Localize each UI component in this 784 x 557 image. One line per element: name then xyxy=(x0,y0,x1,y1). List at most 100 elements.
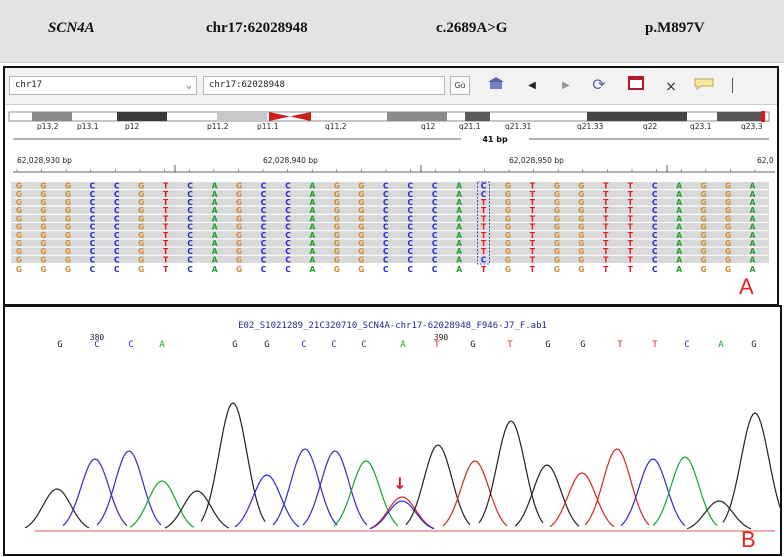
read-base: G xyxy=(701,231,707,240)
read-base: C xyxy=(114,206,120,215)
read-base: C xyxy=(90,206,96,215)
read-base: G xyxy=(358,231,364,240)
read-base: A xyxy=(456,182,462,191)
read-base: C xyxy=(261,198,267,207)
resize-icon[interactable]: ⨯ xyxy=(665,78,677,94)
trace-peak xyxy=(62,458,128,527)
read-base: T xyxy=(603,231,609,240)
read-bar[interactable] xyxy=(11,190,769,198)
home-icon[interactable] xyxy=(485,76,507,96)
trace-peak xyxy=(302,450,368,526)
read-base: G xyxy=(236,239,242,248)
base-call: T xyxy=(617,340,623,350)
region-icon[interactable] xyxy=(625,76,647,96)
read-base: A xyxy=(676,198,682,207)
trace-peak xyxy=(272,448,338,526)
read-base: G xyxy=(725,198,731,207)
read-base: C xyxy=(261,214,267,223)
read-bar[interactable] xyxy=(11,231,769,239)
read-base: C xyxy=(652,182,658,191)
read-base: C xyxy=(90,231,96,240)
back-arrow-icon[interactable]: ◀ xyxy=(528,80,536,91)
reference-base: C xyxy=(90,265,96,274)
chromosome-dropdown[interactable]: chr17 ⌄ xyxy=(9,76,197,95)
read-base: A xyxy=(309,182,315,191)
read-base: A xyxy=(676,190,682,199)
variant-highlight xyxy=(477,181,490,265)
read-base: C xyxy=(383,223,389,232)
go-button[interactable]: Go xyxy=(450,76,470,95)
read-base: C xyxy=(90,223,96,232)
base-call: T xyxy=(652,340,658,350)
read-base: G xyxy=(358,255,364,264)
base-call: A xyxy=(718,340,724,350)
read-bar[interactable] xyxy=(11,247,769,255)
read-base: T xyxy=(628,255,634,264)
read-base: C xyxy=(285,239,291,248)
ideogram-band-label: p12 xyxy=(125,122,140,130)
locus-input[interactable]: chr17:62028948 xyxy=(203,76,445,95)
read-bar[interactable] xyxy=(11,182,769,190)
read-base: G xyxy=(138,190,144,199)
read-base: T xyxy=(530,247,536,256)
reference-base: G xyxy=(578,265,584,274)
read-base: T xyxy=(163,206,169,215)
read-base: G xyxy=(358,198,364,207)
read-base: C xyxy=(90,247,96,256)
read-bar[interactable] xyxy=(11,223,769,231)
read-base: G xyxy=(358,239,364,248)
read-base: T xyxy=(530,214,536,223)
chevron-down-icon[interactable]: ⌄ xyxy=(185,80,192,91)
read-base: G xyxy=(725,214,731,223)
read-bar[interactable] xyxy=(11,214,769,222)
read-base: T xyxy=(603,223,609,232)
read-base: A xyxy=(750,247,756,256)
read-base: C xyxy=(383,247,389,256)
read-base: A xyxy=(212,255,218,264)
base-call: A xyxy=(159,340,165,350)
read-base: C xyxy=(187,206,193,215)
read-base: T xyxy=(628,214,634,223)
forward-arrow-icon[interactable]: ▶ xyxy=(562,80,570,91)
refresh-icon[interactable]: ⟳ xyxy=(592,77,606,94)
read-base: G xyxy=(236,255,242,264)
popup-info-icon[interactable] xyxy=(693,76,715,96)
read-base: G xyxy=(40,239,46,248)
read-base: G xyxy=(505,255,511,264)
read-base: A xyxy=(750,206,756,215)
read-base: G xyxy=(65,239,71,248)
base-call: G xyxy=(580,340,585,350)
read-base: A xyxy=(309,223,315,232)
base-call: G xyxy=(232,340,237,350)
read-base: G xyxy=(138,214,144,223)
read-base: C xyxy=(481,255,487,264)
read-base: T xyxy=(628,247,634,256)
read-base: T xyxy=(481,198,487,207)
read-base: T xyxy=(530,198,536,207)
read-base: G xyxy=(358,214,364,223)
read-base: G xyxy=(16,223,22,232)
read-base: C xyxy=(407,214,413,223)
read-bar[interactable] xyxy=(11,255,769,263)
read-bar[interactable] xyxy=(11,206,769,214)
read-base: G xyxy=(505,198,511,207)
ruler-tick-label: 62,028,930 bp xyxy=(17,156,72,165)
read-alignment-track[interactable]: G G G C C G T C A G C C A G G C C C A C G T G G T T C A G G AG G G C C G T C A… xyxy=(11,179,769,303)
read-base: A xyxy=(456,247,462,256)
base-call: T xyxy=(434,340,440,350)
read-base: C xyxy=(432,206,438,215)
read-bar[interactable] xyxy=(11,239,769,247)
read-base: T xyxy=(481,206,487,215)
read-base: G xyxy=(554,239,560,248)
read-base: C xyxy=(114,198,120,207)
read-base: G xyxy=(65,190,71,199)
read-bar[interactable] xyxy=(11,198,769,206)
base-call: C xyxy=(684,340,689,350)
chromosome-ideogram[interactable]: p13.2 p13.1 p12 p11.2 p11.1 q11.2 q12 q21.1 q21.… xyxy=(7,108,773,130)
read-base: C xyxy=(114,255,120,264)
read-base: G xyxy=(138,247,144,256)
reference-base: T xyxy=(628,265,634,274)
reference-base: G xyxy=(358,265,364,274)
read-base: T xyxy=(530,231,536,240)
read-base: G xyxy=(554,247,560,256)
